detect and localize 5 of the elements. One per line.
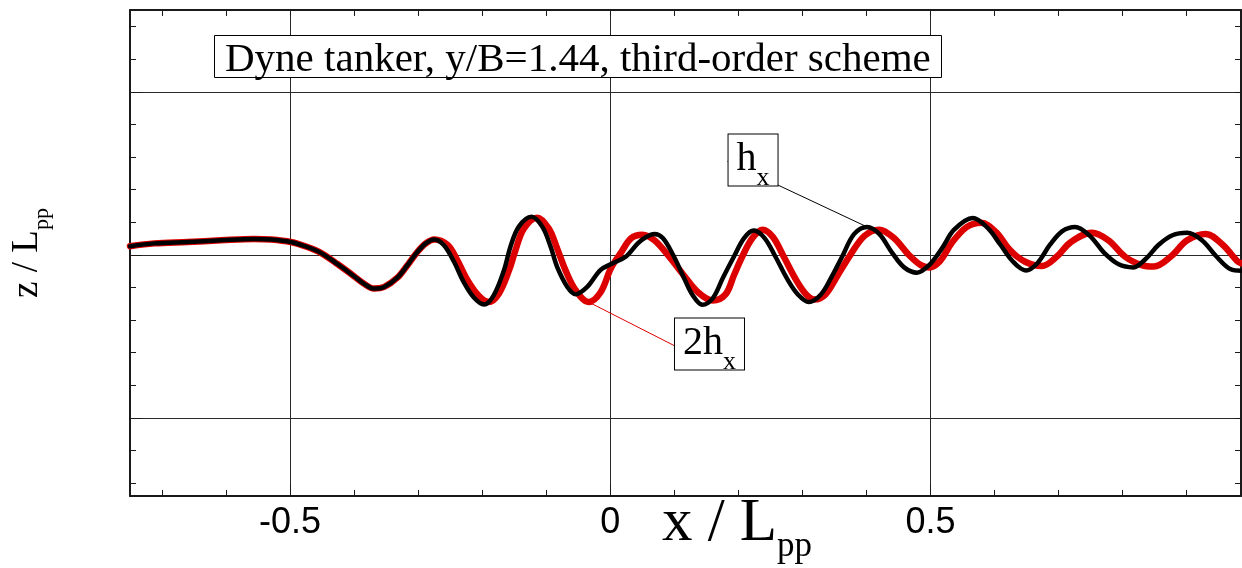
- chart-title: Dyne tanker, y/B=1.44, third-order scheme: [225, 33, 931, 80]
- x-tick-label: 0.5: [905, 499, 956, 541]
- y-axis-title: z / Lpp: [4, 208, 53, 298]
- x-tick-label: -0.5: [259, 499, 322, 541]
- x-tick-label: 0: [600, 499, 621, 541]
